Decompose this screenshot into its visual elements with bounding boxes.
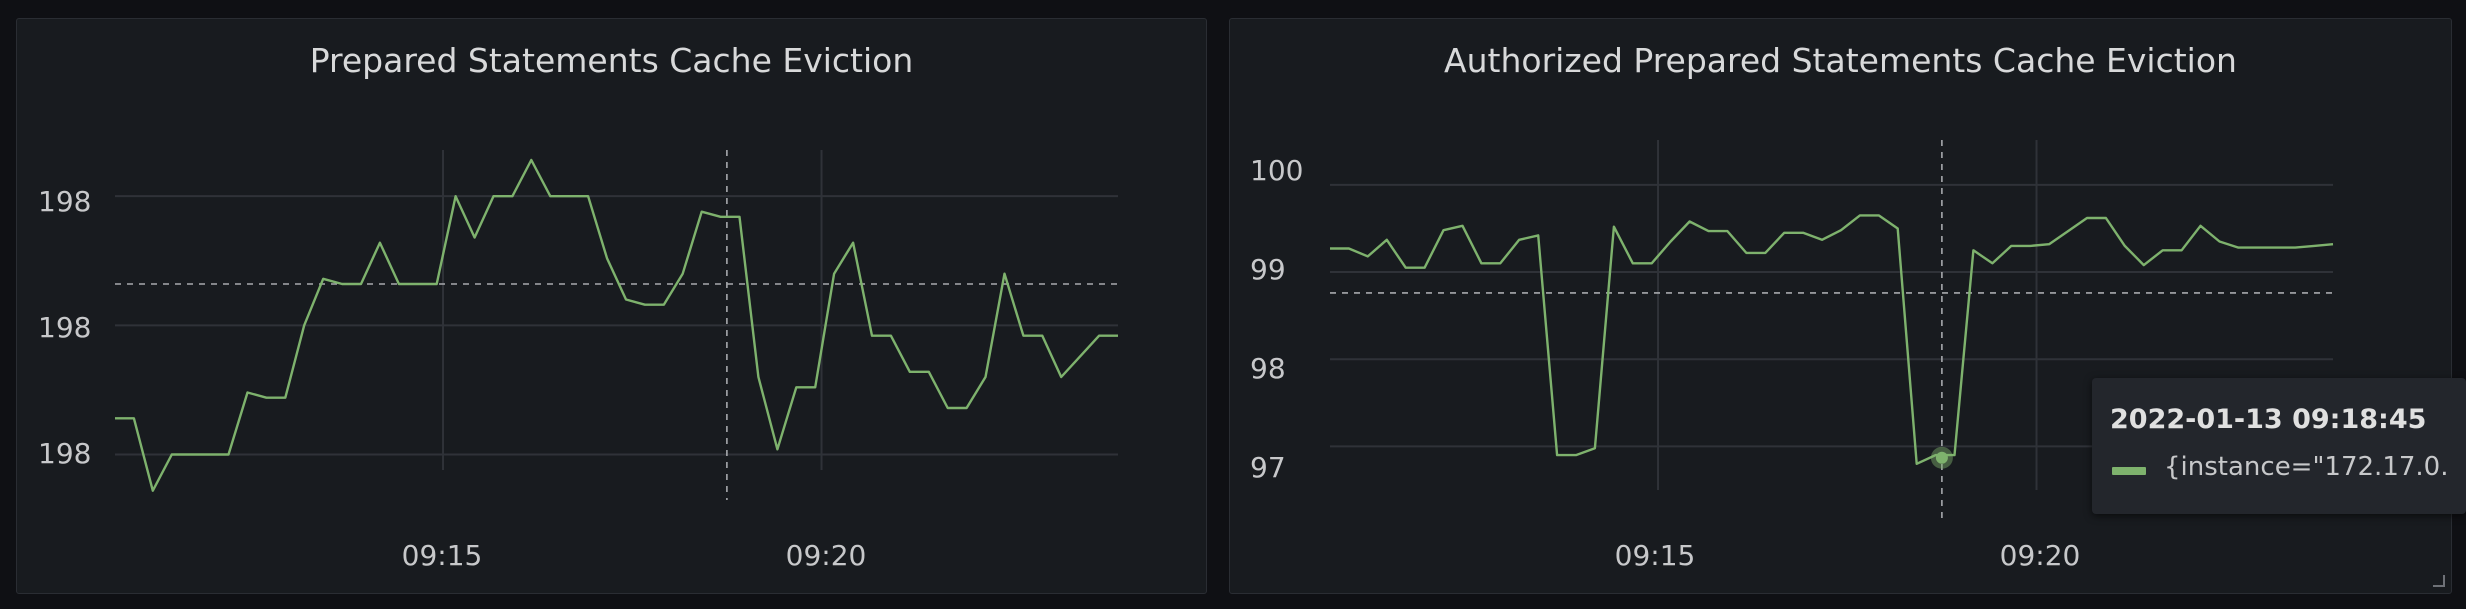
y-tick-label: 98 <box>1250 352 1286 385</box>
hover-tooltip: 2022-01-13 09:18:45 {instance="172.17.0. <box>2092 378 2466 514</box>
series-line <box>1330 214 2334 465</box>
x-tick-label: 09:15 <box>402 539 483 572</box>
y-tick-label: 198 <box>38 437 91 470</box>
left-series <box>115 158 1118 492</box>
panel-title: Prepared Statements Cache Eviction <box>309 41 914 80</box>
left-grid <box>115 150 1118 500</box>
x-tick-label: 09:20 <box>786 539 867 572</box>
series-color-swatch <box>2112 467 2146 475</box>
x-tick-label: 09:15 <box>1615 539 1696 572</box>
hover-point <box>1935 451 1948 464</box>
y-tick-label: 97 <box>1250 451 1286 484</box>
series-line <box>115 158 1118 492</box>
x-tick-label: 09:20 <box>2000 539 2081 572</box>
panel-title: Authorized Prepared Statements Cache Evi… <box>1444 41 2237 80</box>
tooltip-time: 2022-01-13 09:18:45 <box>2110 404 2427 435</box>
tooltip-series-label: {instance="172.17.0. <box>2164 452 2449 482</box>
left-y-axis: 198 198 198 <box>38 185 91 470</box>
y-tick-label: 198 <box>38 185 91 218</box>
y-tick-label: 99 <box>1250 253 1286 286</box>
right-y-axis: 100 99 98 97 <box>1250 154 1303 484</box>
panel-prepared-statements: Prepared Statements Cache Eviction <box>16 18 1207 594</box>
right-series <box>1330 214 2334 469</box>
left-x-axis: 09:15 09:20 <box>402 539 867 572</box>
y-tick-label: 100 <box>1250 154 1303 187</box>
resize-handle-icon[interactable] <box>2433 575 2445 587</box>
right-x-axis: 09:15 09:20 <box>1615 539 2081 572</box>
right-grid <box>1330 140 2333 520</box>
y-tick-label: 198 <box>38 311 91 344</box>
